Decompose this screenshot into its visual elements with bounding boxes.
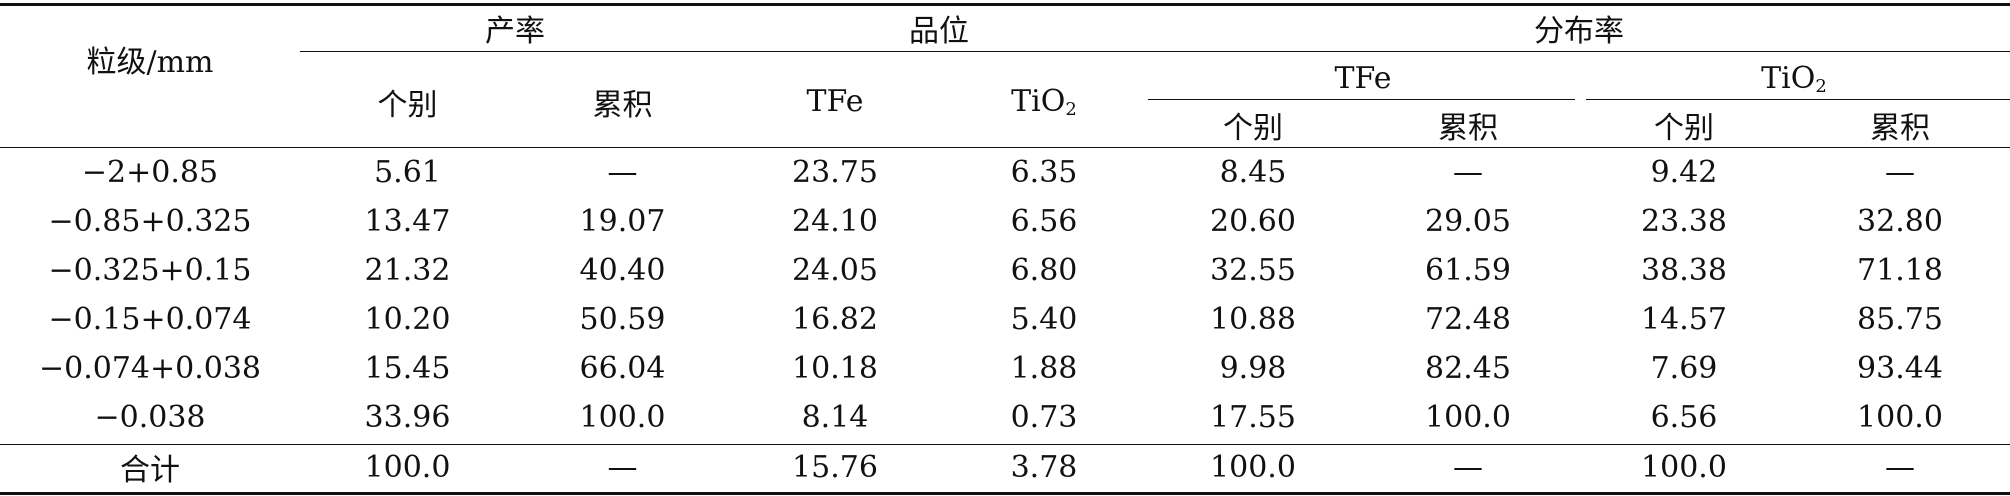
tfe-group-rule (1148, 99, 1575, 100)
cell-tfe-individual: 8.45 (1219, 155, 1287, 190)
cell-tfe-cumulative: — (1453, 155, 1483, 190)
header-yield: 产率 (485, 13, 545, 49)
cell-total-label: 合计 (120, 453, 180, 488)
table-row: −0.15+0.074 10.20 50.59 16.82 5.40 10.88… (0, 295, 2010, 344)
cell-tfe-individual: 20.60 (1210, 204, 1296, 239)
cell-grade-tfe: 8.14 (801, 400, 869, 435)
cell-tfe-cumulative: 100.0 (1425, 400, 1511, 435)
header-tfe-cumulative: 累积 (1438, 110, 1498, 146)
table-row: −0.325+0.15 21.32 40.40 24.05 6.80 32.55… (0, 246, 2010, 295)
cell-tio2-cumulative: — (1885, 449, 1915, 485)
cell-grade-tio2: 6.35 (1010, 155, 1078, 190)
cell-grade-tfe: 23.75 (792, 155, 878, 190)
cell-yield-cumulative: 100.0 (579, 400, 666, 435)
cell-yield-individual: 33.96 (364, 400, 451, 435)
header-grade-tio2: TiO2 (1011, 84, 1077, 120)
cell-tio2-individual: 9.42 (1650, 155, 1718, 190)
header-distribution-tfe: TFe (1334, 60, 1392, 96)
cell-tfe-individual: 10.88 (1210, 302, 1296, 337)
cell-tio2-individual: 7.69 (1650, 351, 1718, 386)
cell-yield-individual: 100.0 (364, 449, 451, 485)
cell-tfe-individual: 17.55 (1210, 400, 1296, 435)
cell-tio2-cumulative: 93.44 (1857, 351, 1943, 386)
cell-grade-tfe: 10.18 (792, 351, 878, 386)
cell-tio2-individual: 100.0 (1641, 449, 1727, 485)
header-yield-cumulative: 累积 (592, 87, 653, 123)
total-row: 合计 100.0 — 15.76 3.78 100.0 — 100.0 — (0, 442, 2010, 492)
cell-tfe-cumulative: — (1453, 449, 1483, 485)
cell-yield-individual: 5.61 (374, 155, 441, 190)
cell-yield-individual: 10.20 (364, 302, 451, 337)
cell-tfe-cumulative: 61.59 (1425, 253, 1511, 288)
cell-yield-individual: 15.45 (364, 351, 451, 386)
cell-tio2-individual: 38.38 (1641, 253, 1727, 288)
cell-tio2-cumulative: 71.18 (1857, 253, 1943, 288)
header-distribution-tio2: TiO2 (1761, 60, 1827, 97)
header-row-2: 个别 累积 TFe TiO2 TFe TiO2 (0, 55, 2010, 123)
cell-tio2-individual: 6.56 (1650, 400, 1718, 435)
cell-size: −0.15+0.074 (48, 302, 252, 337)
table-row: −0.038 33.96 100.0 8.14 0.73 17.55 100.0… (0, 393, 2010, 442)
cell-size: −0.325+0.15 (48, 253, 252, 288)
cell-tio2-cumulative: — (1885, 155, 1915, 190)
cell-yield-individual: 13.47 (364, 204, 451, 239)
cell-tfe-cumulative: 82.45 (1425, 351, 1511, 386)
cell-grade-tfe: 24.05 (792, 253, 878, 288)
cell-tfe-individual: 32.55 (1210, 253, 1296, 288)
tio2-group-rule (1586, 99, 2010, 100)
table-row: −0.85+0.325 13.47 19.07 24.10 6.56 20.60… (0, 197, 2010, 246)
cell-yield-cumulative: — (607, 449, 638, 485)
cell-size: −0.85+0.325 (48, 204, 252, 239)
header-grade-tfe: TFe (806, 84, 864, 119)
cell-size: −2+0.85 (81, 155, 219, 190)
total-separator-rule (0, 444, 2010, 445)
cell-tfe-individual: 9.98 (1219, 351, 1287, 386)
cell-grade-tio2: 6.80 (1010, 253, 1078, 288)
header-tio2-cumulative: 累积 (1870, 110, 1930, 146)
table-row: −0.074+0.038 15.45 66.04 10.18 1.88 9.98… (0, 344, 2010, 393)
cell-yield-cumulative: 50.59 (579, 302, 666, 337)
cell-grade-tio2: 1.88 (1010, 351, 1078, 386)
cell-tfe-cumulative: 29.05 (1425, 204, 1511, 239)
cell-grade-tio2: 5.40 (1010, 302, 1078, 337)
top-rule (0, 3, 2010, 6)
header-row-1: 粒级/mm 产率 品位 分布率 (0, 0, 2010, 81)
cell-tfe-individual: 100.0 (1210, 449, 1296, 485)
header-bottom-rule (0, 147, 2010, 148)
cell-yield-individual: 21.32 (364, 253, 451, 288)
table-row: −2+0.85 5.61 — 23.75 6.35 8.45 — 9.42 — (0, 148, 2010, 197)
cell-size: −0.038 (94, 400, 206, 435)
cell-tio2-individual: 23.38 (1641, 204, 1727, 239)
header-distribution: 分布率 (1534, 13, 1624, 49)
cell-grade-tio2: 3.78 (1010, 449, 1078, 485)
cell-tfe-cumulative: 72.48 (1425, 302, 1511, 337)
header-row-3: 个别 累积 个别 累积 (0, 101, 2010, 148)
cell-size: −0.074+0.038 (38, 351, 262, 386)
cell-grade-tio2: 6.56 (1010, 204, 1078, 239)
cell-grade-tfe: 15.76 (792, 449, 878, 485)
header-grain-size: 粒级/mm (86, 45, 214, 80)
bottom-rule (0, 492, 2010, 495)
cell-yield-cumulative: — (607, 155, 638, 190)
cell-yield-cumulative: 19.07 (579, 204, 666, 239)
header-grade: 品位 (909, 13, 969, 49)
cell-tio2-individual: 14.57 (1641, 302, 1727, 337)
cell-tio2-cumulative: 32.80 (1857, 204, 1943, 239)
cell-tio2-cumulative: 85.75 (1857, 302, 1943, 337)
cell-yield-cumulative: 66.04 (579, 351, 666, 386)
cell-yield-cumulative: 40.40 (579, 253, 666, 288)
cell-grade-tfe: 24.10 (792, 204, 878, 239)
header-tio2-individual: 个别 (1654, 110, 1714, 146)
header-yield-individual: 个别 (377, 87, 438, 123)
header-tfe-individual: 个别 (1223, 110, 1283, 146)
header-rule-level1 (300, 51, 2010, 52)
cell-tio2-cumulative: 100.0 (1857, 400, 1943, 435)
cell-grade-tfe: 16.82 (792, 302, 878, 337)
cell-grade-tio2: 0.73 (1010, 400, 1078, 435)
